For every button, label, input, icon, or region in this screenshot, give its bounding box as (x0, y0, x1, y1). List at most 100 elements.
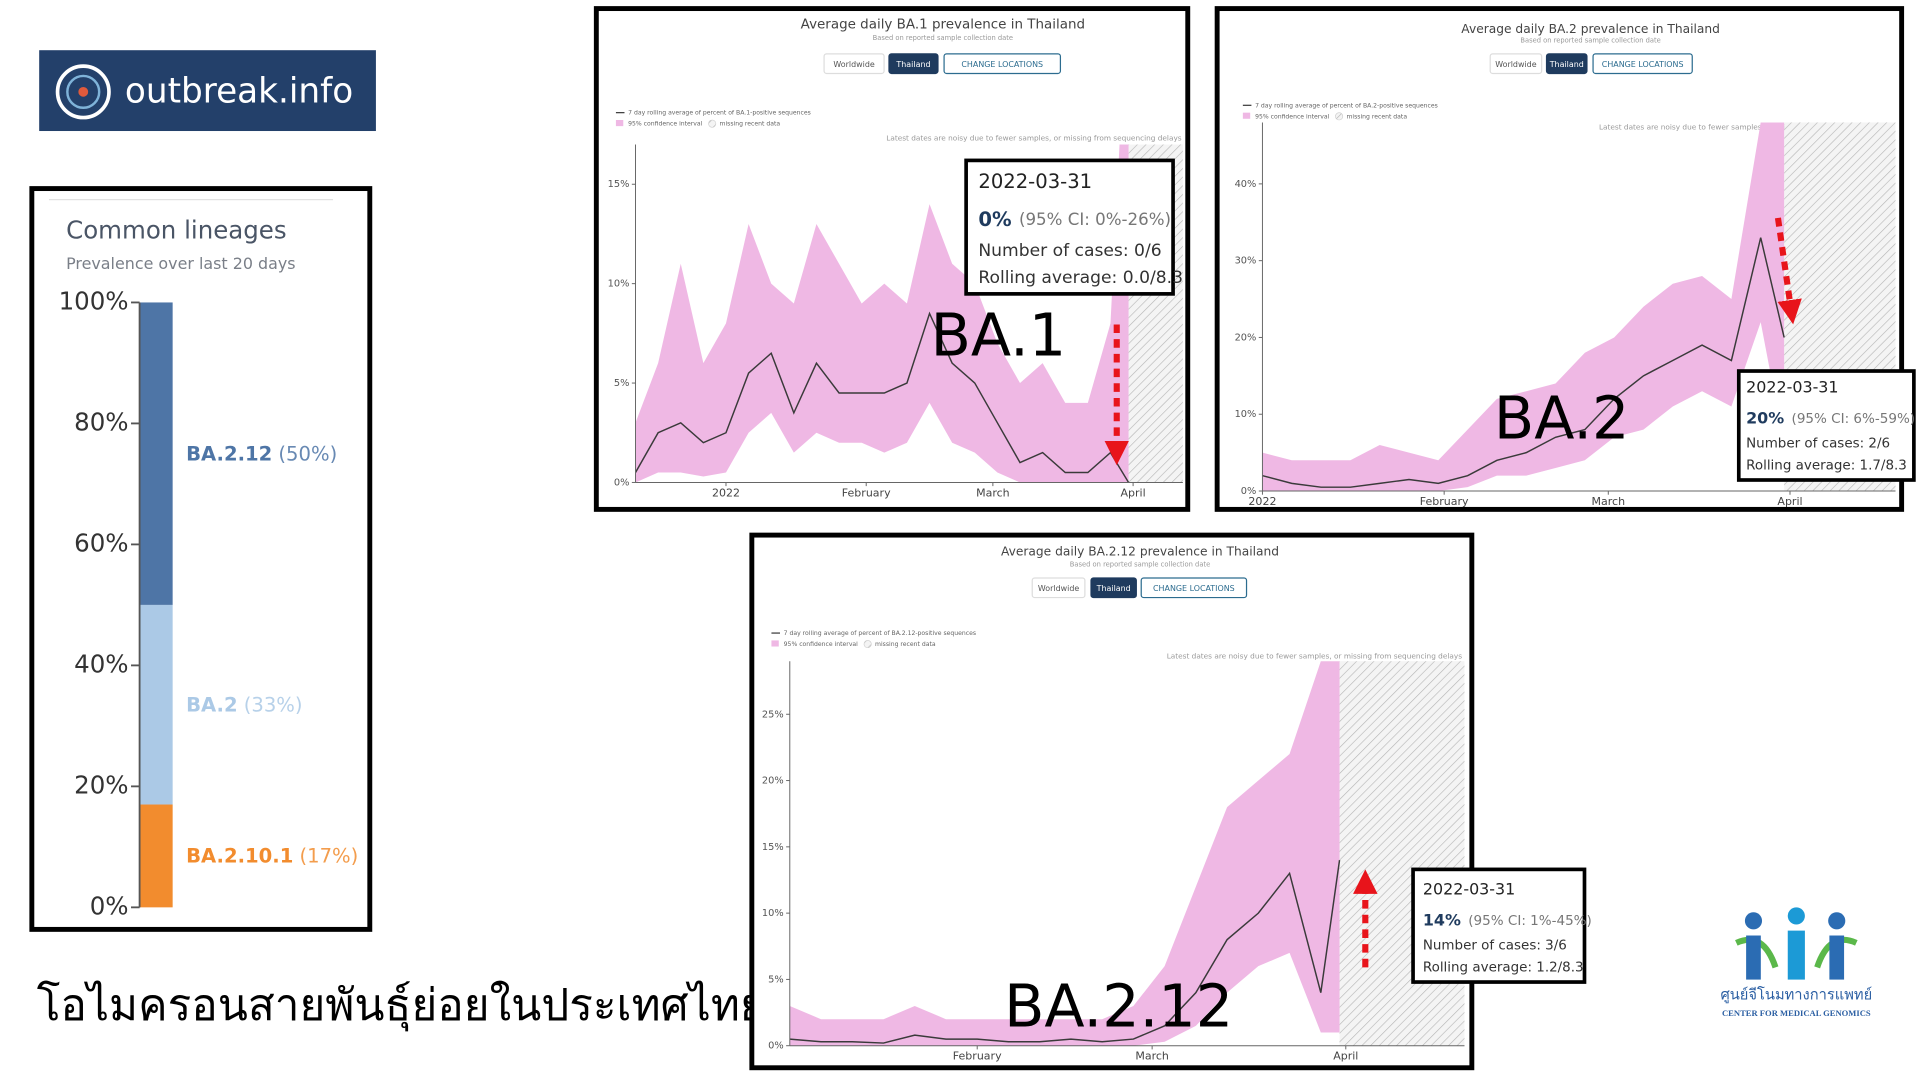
org-name-thai: ศูนย์จีโนมทางการแพทย์ (1720, 986, 1872, 1004)
figure (1744, 912, 1763, 930)
x-tick-label: April (1333, 1050, 1358, 1063)
variant-label: BA.1 (931, 300, 1067, 369)
x-tick-label: April (1777, 495, 1802, 508)
x-tick-label: 2022 (1248, 495, 1276, 508)
x-tick-label: March (976, 486, 1010, 499)
chart: Average daily BA.1 prevalence in Thailan… (593, 6, 1191, 512)
legend-swatch (615, 120, 624, 127)
confidence-band (1262, 122, 1785, 492)
tooltip-cases: Number of cases: 2/6 (1746, 436, 1890, 451)
chart-subtitle: Based on reported sample collection date (1070, 560, 1210, 568)
y-tick-label: 100% (59, 286, 129, 315)
value-label: (33%) (244, 693, 303, 716)
figure (1829, 935, 1845, 980)
x-tick-label: March (1135, 1050, 1169, 1063)
y-tick-label: 10% (1235, 409, 1257, 420)
bar-segment (139, 302, 173, 605)
tooltip-value: 0% (978, 208, 1011, 231)
tooltip-value: 14% (1423, 910, 1461, 929)
legend-label: BA.2.12 (186, 442, 272, 465)
missing-data-region (1339, 661, 1465, 1046)
panel-subtitle: Prevalence over last 20 days (66, 254, 295, 273)
confidence-band (635, 144, 1129, 483)
y-tick-label: 60% (74, 528, 128, 557)
chart-note: Latest dates are noisy due to fewer samp… (1167, 651, 1463, 660)
y-tick-label: 0% (614, 477, 630, 488)
variant-label: BA.2.12 (1004, 971, 1233, 1040)
logo: outbreak.info (39, 50, 376, 132)
logo-icon (66, 74, 101, 109)
confidence-band (789, 661, 1340, 1046)
tooltip-ci: (95% CI: 6%-59%) (1792, 411, 1916, 427)
y-tick-label: 25% (762, 709, 784, 720)
legend-swatch (863, 640, 872, 649)
chart-note: Latest dates are noisy due to fewer samp… (1599, 122, 1895, 131)
location-button[interactable] (1031, 577, 1086, 599)
value-label: (17%) (299, 845, 358, 868)
chart: Average daily BA.2.12 prevalence in Thai… (749, 532, 1592, 1071)
y-tick-label: 5% (768, 974, 784, 985)
legend-swatch (771, 640, 779, 647)
lineage-panel: Common lineages Prevalence over last 20 … (29, 186, 373, 932)
location-button[interactable] (1489, 53, 1543, 75)
button-label: Thailand (1096, 584, 1131, 593)
tooltip-cases: Number of cases: 3/6 (1423, 938, 1567, 953)
y-tick-label: 0% (1241, 486, 1257, 497)
y-tick-label: 10% (762, 908, 784, 919)
line (1262, 237, 1785, 488)
y-tick-label: 5% (614, 378, 630, 389)
y-tick-label: 0% (90, 891, 129, 920)
location-button[interactable] (823, 53, 885, 75)
org-logo: ศูนย์จีโนมทางการแพทย์ CENTER FOR MEDICAL… (1720, 907, 1872, 1018)
location-button[interactable] (943, 53, 1062, 75)
y-tick-label: 10% (608, 279, 630, 290)
x-tick-label: February (842, 486, 891, 499)
x-tick-label: April (1121, 486, 1146, 499)
legend-label: BA.2 (186, 693, 238, 716)
y-tick-label: 40% (74, 649, 128, 678)
chart-note: Latest dates are noisy due to fewer samp… (886, 133, 1182, 142)
y-tick-label: 0% (768, 1041, 784, 1052)
logo-icon (55, 64, 111, 120)
y-tick-label: 15% (608, 179, 630, 190)
chart-title: Average daily BA.1 prevalence in Thailan… (801, 17, 1085, 32)
y-tick-label: 20% (74, 770, 128, 799)
location-button[interactable] (888, 53, 939, 75)
bar-segment (139, 804, 173, 908)
button-label: CHANGE LOCATIONS (1602, 60, 1684, 69)
chart-title: Average daily BA.2 prevalence in Thailan… (1461, 22, 1720, 36)
figure (1787, 907, 1805, 925)
x-tick-label: February (953, 1050, 1002, 1063)
button-label: Worldwide (833, 60, 874, 69)
button-label: Worldwide (1038, 584, 1079, 593)
location-button[interactable] (1090, 577, 1137, 599)
logo-box (39, 50, 376, 132)
chart-subtitle: Based on reported sample collection date (873, 34, 1013, 42)
location-button[interactable] (1545, 53, 1588, 75)
caption: โอไมครอนสายพันธุ์ย่อยในประเทศไทย (37, 980, 766, 1032)
bar-segment (139, 604, 173, 805)
legend-label: BA.2.10.1 (186, 845, 293, 868)
legend-label: 7 day rolling average of percent of BA.1… (628, 110, 811, 117)
tooltip-rolling: Rolling average: 1.7/8.3 (1746, 458, 1907, 473)
button-label: Worldwide (1495, 60, 1536, 69)
location-button[interactable] (1592, 53, 1693, 75)
chart: Average daily BA.2 prevalence in Thailan… (1214, 6, 1916, 512)
tooltip-rolling: Rolling average: 1.2/8.3 (1423, 960, 1584, 975)
line (635, 311, 1130, 483)
legend-swatch (708, 119, 717, 128)
button-label: Thailand (1549, 60, 1584, 69)
line (789, 859, 1341, 1044)
tooltip-cases: Number of cases: 0/6 (978, 241, 1161, 261)
legend-swatch (1335, 112, 1344, 121)
tooltip-ci: (95% CI: 0%-26%) (1019, 210, 1171, 229)
button-label: CHANGE LOCATIONS (961, 60, 1043, 69)
legend-label: 7 day rolling average of percent of BA.2… (1255, 102, 1438, 109)
legend-label: 95% confidence interval (628, 121, 703, 128)
tooltip-date: 2022-03-31 (978, 170, 1092, 193)
tooltip (1736, 369, 1916, 482)
y-tick-label: 20% (1235, 332, 1257, 343)
location-button[interactable] (1140, 577, 1248, 599)
